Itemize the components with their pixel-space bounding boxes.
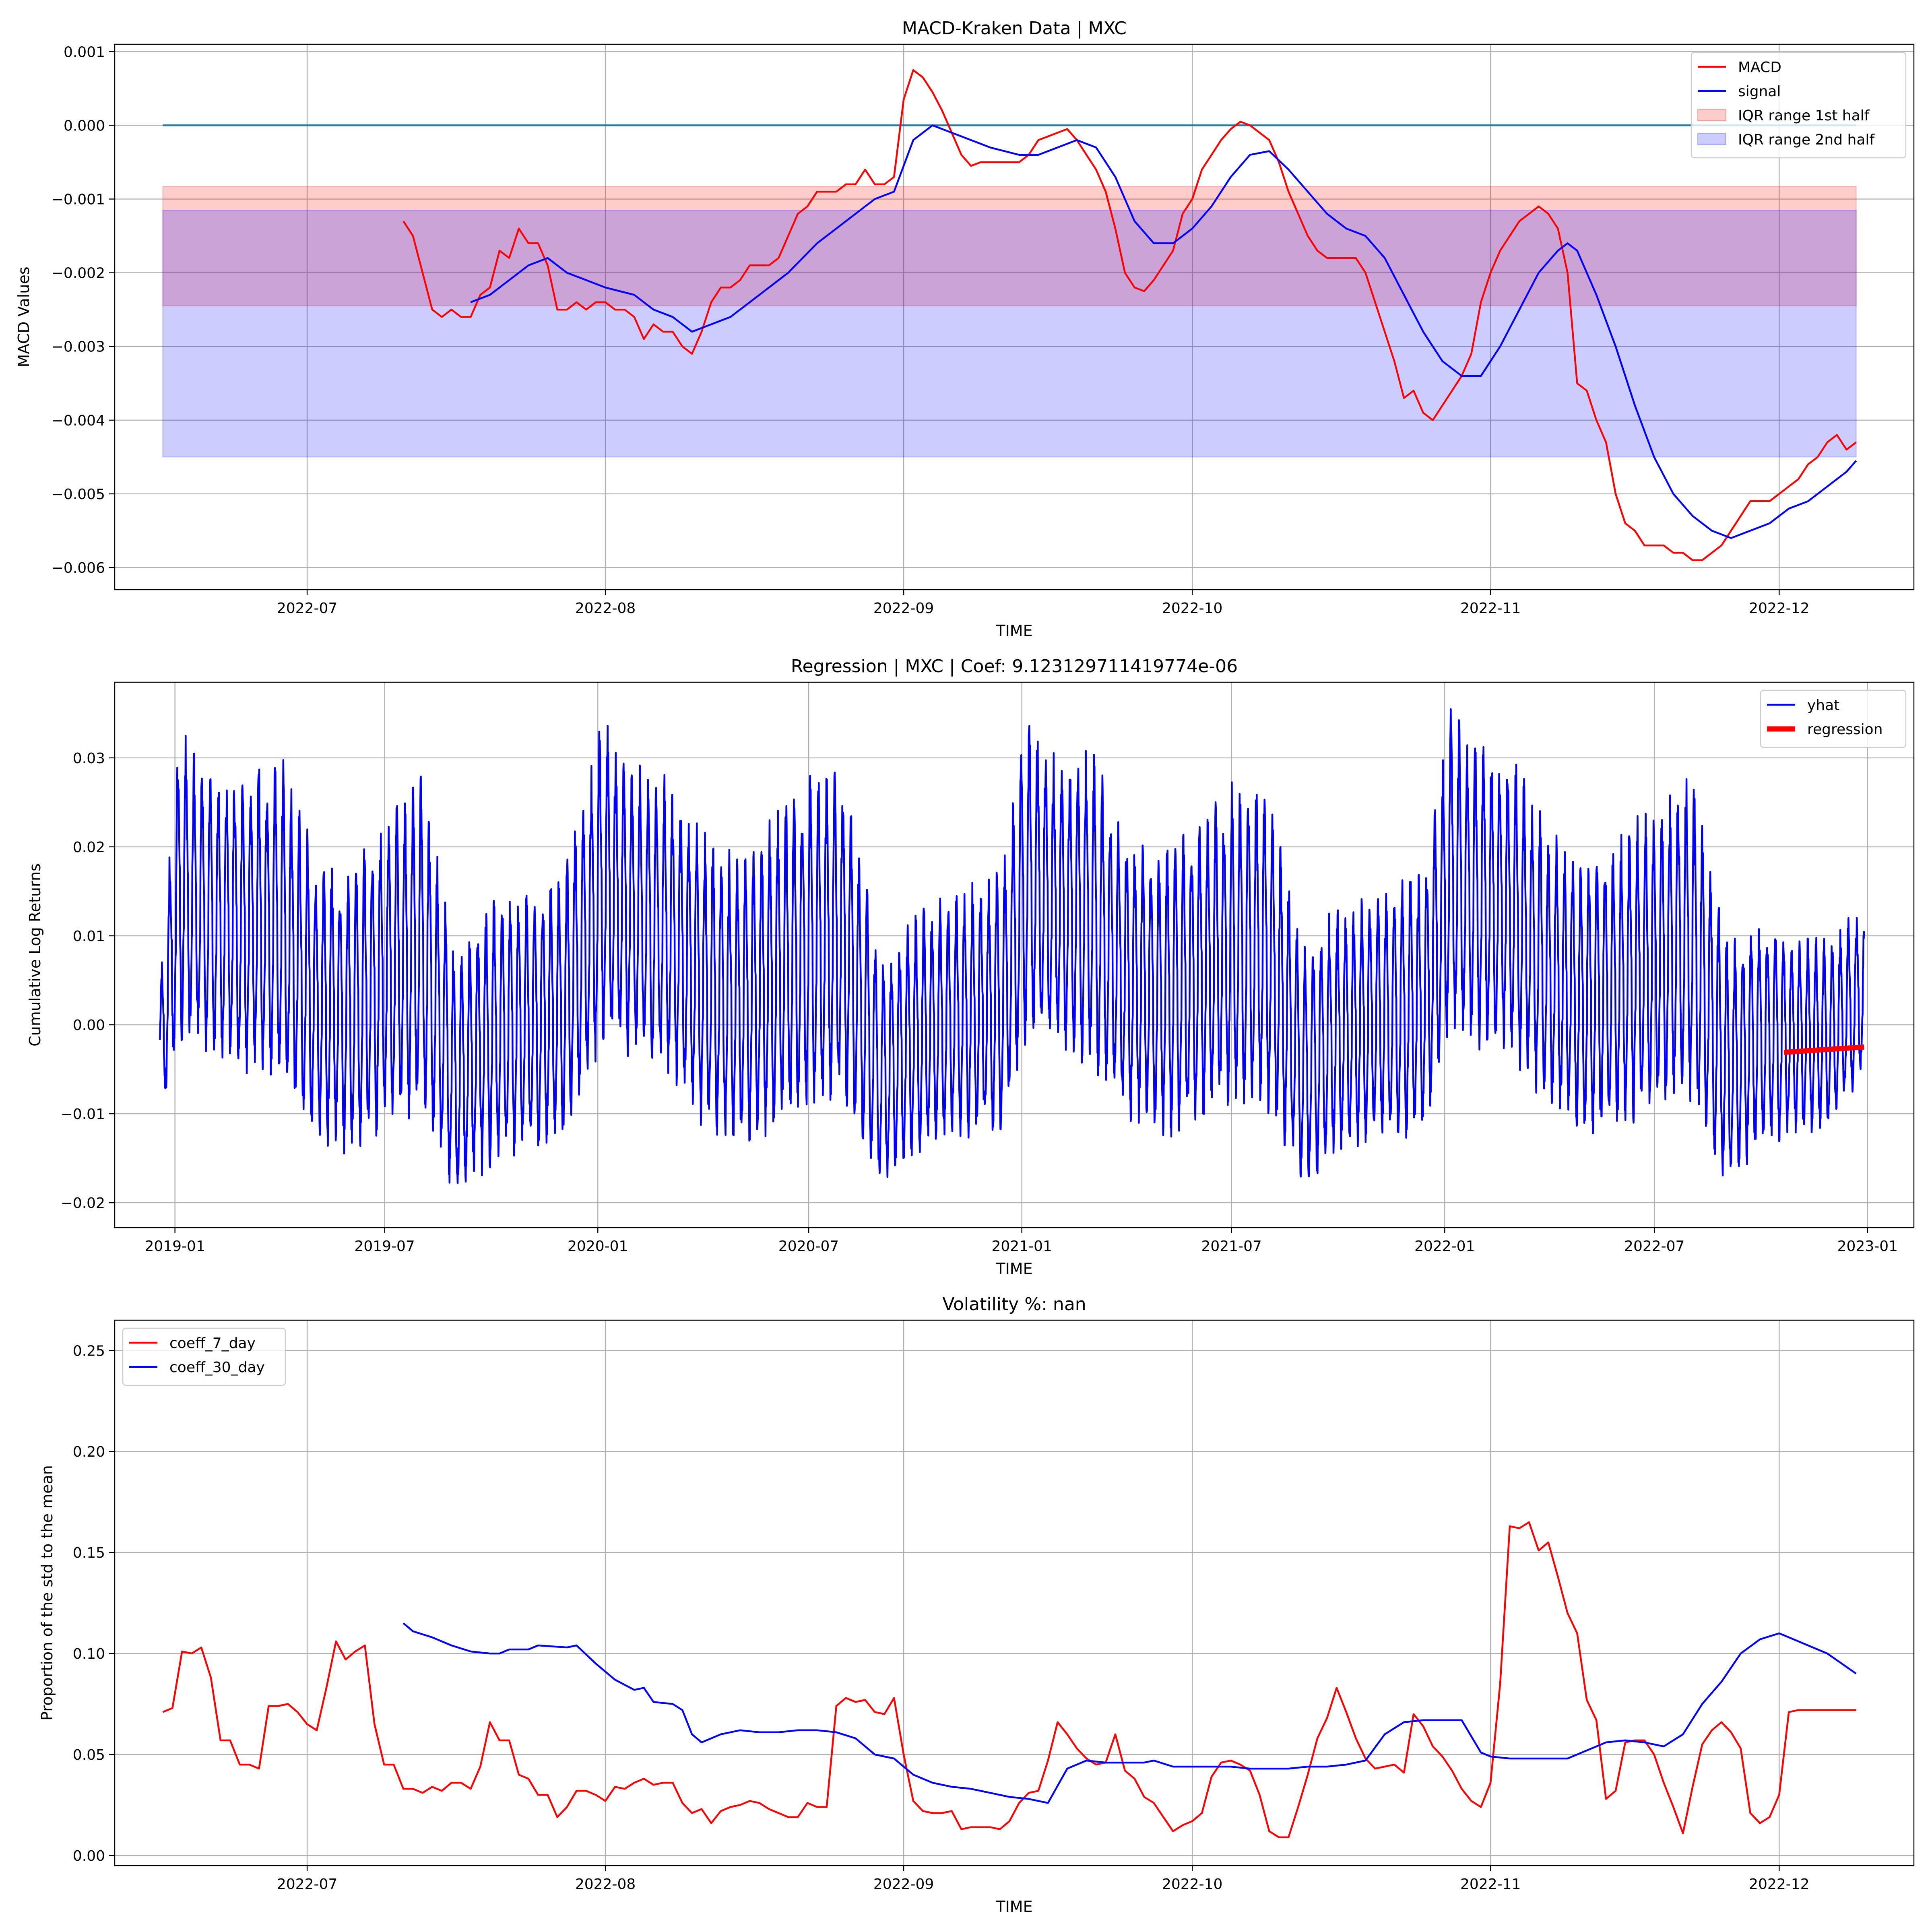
x-tick-label: 2020-07 [778, 1238, 839, 1255]
y-tick-label: 0.000 [64, 118, 105, 134]
chart-title: Regression | MXC | Coef: 9.1231297114197… [791, 656, 1238, 677]
series-coeff-7-day [162, 1521, 1856, 1838]
x-tick-label: 2019-07 [354, 1238, 415, 1255]
legend-label-signal: signal [1738, 83, 1781, 100]
legend-swatch-iqr-range-2nd-half [1697, 133, 1726, 145]
y-tick-label: 0.03 [73, 750, 105, 767]
x-axis-label: TIME [995, 1260, 1032, 1278]
x-axis-label: TIME [995, 622, 1032, 640]
x-tick-label: 2023-01 [1837, 1238, 1898, 1255]
y-tick-label: −0.002 [52, 265, 105, 282]
series-signal [470, 124, 1857, 539]
legend-swatch-iqr-range-1st-half [1697, 109, 1726, 121]
y-tick-label: 0.01 [73, 928, 105, 945]
y-tick-label: 0.15 [73, 1545, 105, 1561]
x-tick-label: 2021-01 [991, 1238, 1052, 1255]
x-tick-label: 2022-10 [1162, 600, 1222, 617]
y-tick-label: 0.10 [73, 1646, 105, 1662]
x-tick-label: 2020-01 [568, 1238, 628, 1255]
y-axis-label: Cumulative Log Returns [26, 863, 44, 1046]
x-tick-label: 2022-07 [277, 600, 337, 617]
y-tick-label: 0.00 [73, 1848, 105, 1864]
legend-label-regression: regression [1807, 721, 1883, 738]
y-tick-label: 0.00 [73, 1017, 105, 1034]
y-axis-label: MACD Values [15, 266, 33, 367]
plot-frame [114, 43, 1915, 590]
legend: coeff_7_day coeff_30_day [122, 1327, 286, 1386]
chart-title: MACD-Kraken Data | MXC [902, 18, 1127, 39]
y-tick-label: −0.01 [61, 1106, 105, 1123]
x-tick-label: 2022-09 [873, 600, 934, 617]
y-tick-label: −0.004 [52, 413, 105, 429]
x-tick-label: 2022-01 [1414, 1238, 1475, 1255]
x-tick-label: 2021-07 [1201, 1238, 1261, 1255]
x-tick-label: 2019-01 [144, 1238, 205, 1255]
x-tick-label: 2022-08 [575, 600, 636, 617]
chart-title: Volatility %: nan [942, 1294, 1086, 1315]
x-tick-label: 2022-12 [1749, 600, 1809, 617]
x-tick-label: 2022-08 [575, 1876, 636, 1893]
x-tick-label: 2022-10 [1162, 1876, 1222, 1893]
legend-label-iqr-range-2nd-half: IQR range 2nd half [1738, 132, 1875, 148]
legend-box [1760, 689, 1907, 748]
legend-label-coeff-30-day: coeff_30_day [169, 1359, 265, 1376]
band-iqr-range-2nd-half [162, 209, 1857, 458]
plot-frame [114, 1319, 1915, 1866]
x-tick-label: 2022-11 [1460, 1876, 1521, 1893]
x-tick-label: 2022-11 [1460, 600, 1521, 617]
x-tick-label: 2022-07 [277, 1876, 337, 1893]
legend-box [1690, 52, 1907, 159]
band-iqr-range-1st-half [162, 186, 1857, 307]
legend: MACD signal IQR range 1st half IQR range 2n… [1690, 52, 1907, 159]
y-tick-label: −0.02 [61, 1195, 105, 1212]
series-macd [402, 69, 1857, 561]
legend-label-macd: MACD [1738, 59, 1781, 76]
y-tick-label: −0.001 [52, 192, 105, 208]
y-tick-label: −0.005 [52, 486, 105, 503]
x-axis-label: TIME [995, 1898, 1032, 1915]
x-tick-label: 2022-09 [873, 1876, 934, 1893]
legend-label-yhat: yhat [1807, 697, 1839, 714]
legend-label-coeff-7-day: coeff_7_day [169, 1335, 256, 1352]
y-tick-label: 0.20 [73, 1444, 105, 1460]
legend-box [122, 1327, 286, 1386]
regression-chart: 2019-01 2019-07 2020-01 2020-07 2021-01 2021-… [26, 656, 1915, 1278]
plot-frame [114, 681, 1915, 1228]
y-axis-label: Proportion of the std to the mean [38, 1465, 56, 1721]
y-tick-label: 0.05 [73, 1747, 105, 1763]
y-tick-label: 0.25 [73, 1343, 105, 1359]
y-tick-label: 0.02 [73, 839, 105, 856]
series-yhat [159, 708, 1865, 1184]
series-coeff-30-day [402, 1622, 1857, 1804]
y-tick-label: −0.006 [52, 560, 105, 576]
y-tick-label: −0.003 [52, 339, 105, 355]
volatility-chart: 2022-07 2022-08 2022-09 2022-10 2022-11 2022-… [38, 1294, 1915, 1915]
macd-chart: 2022-07 2022-08 2022-09 2022-10 2022-11 2022-… [15, 18, 1915, 640]
series-regression [1784, 1044, 1864, 1055]
x-tick-label: 2022-12 [1749, 1876, 1809, 1893]
legend-label-iqr-range-1st-half: IQR range 1st half [1738, 107, 1870, 124]
legend: yhat regression [1760, 689, 1907, 748]
x-tick-label: 2022-07 [1624, 1238, 1684, 1255]
y-tick-label: 0.001 [64, 44, 105, 60]
